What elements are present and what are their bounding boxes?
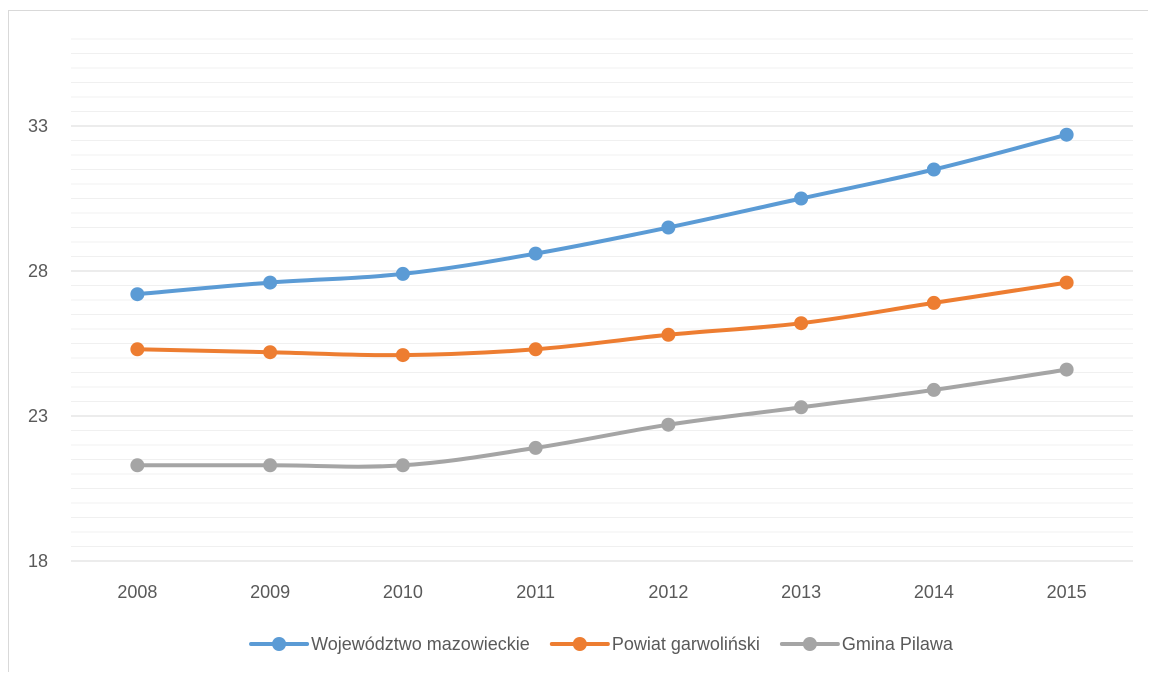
data-point <box>926 162 941 177</box>
x-tick-label: 2013 <box>781 582 821 602</box>
series-points <box>130 127 1074 473</box>
legend-entry: Powiat garwoliński <box>549 634 760 654</box>
data-point <box>395 348 410 363</box>
legend-marker <box>572 637 587 651</box>
data-point <box>661 327 676 342</box>
legend-entry: Gmina Pilawa <box>779 634 954 654</box>
x-tick-label: 2010 <box>383 582 423 602</box>
x-tick-label: 2012 <box>648 582 688 602</box>
data-point <box>130 287 145 302</box>
data-point <box>1059 275 1074 290</box>
data-point <box>130 458 145 473</box>
data-point <box>1059 362 1074 377</box>
legend-label: Powiat garwoliński <box>612 634 760 654</box>
data-point <box>395 458 410 473</box>
data-point <box>263 275 278 290</box>
x-tick-label: 2009 <box>250 582 290 602</box>
data-point <box>528 246 543 261</box>
x-tick-label: 2014 <box>914 582 954 602</box>
data-point <box>661 417 676 432</box>
data-point <box>130 342 145 357</box>
legend-marker <box>272 637 287 651</box>
data-point <box>661 220 676 235</box>
y-tick-label: 28 <box>28 261 48 281</box>
y-axis-tick-labels: 18 23 28 33 <box>28 116 48 571</box>
y-tick-label: 18 <box>28 551 48 571</box>
series-lines <box>135 132 1069 469</box>
legend-label: Województwo mazowieckie <box>311 634 530 654</box>
chart-frame <box>8 10 1148 672</box>
x-axis-tick-labels: 2008 2009 2010 2011 2012 2013 2014 2015 <box>117 582 1086 602</box>
x-tick-label: 2011 <box>516 582 555 602</box>
series-line-3 <box>135 367 1069 469</box>
legend: Województwo mazowieckie Powiat garwolińsk… <box>249 634 954 654</box>
data-point <box>263 345 278 360</box>
major-gridlines <box>71 125 1133 562</box>
y-tick-label: 33 <box>28 116 48 136</box>
data-point <box>1059 127 1074 142</box>
data-point <box>926 382 941 397</box>
y-tick-label: 23 <box>28 406 48 426</box>
x-tick-label: 2008 <box>117 582 157 602</box>
x-tick-label: 2015 <box>1047 582 1087 602</box>
data-point <box>528 440 543 455</box>
minor-gridlines <box>71 38 1133 547</box>
legend-marker <box>802 637 817 651</box>
data-point <box>263 458 278 473</box>
data-point <box>794 316 809 331</box>
data-point <box>528 342 543 357</box>
series-line-1 <box>135 132 1069 297</box>
data-point <box>395 266 410 281</box>
legend-label: Gmina Pilawa <box>842 634 954 654</box>
data-point <box>926 295 941 310</box>
data-point <box>794 400 809 415</box>
data-point <box>794 191 809 206</box>
legend-entry: Województwo mazowieckie <box>249 634 530 654</box>
series-line-2 <box>135 280 1069 358</box>
